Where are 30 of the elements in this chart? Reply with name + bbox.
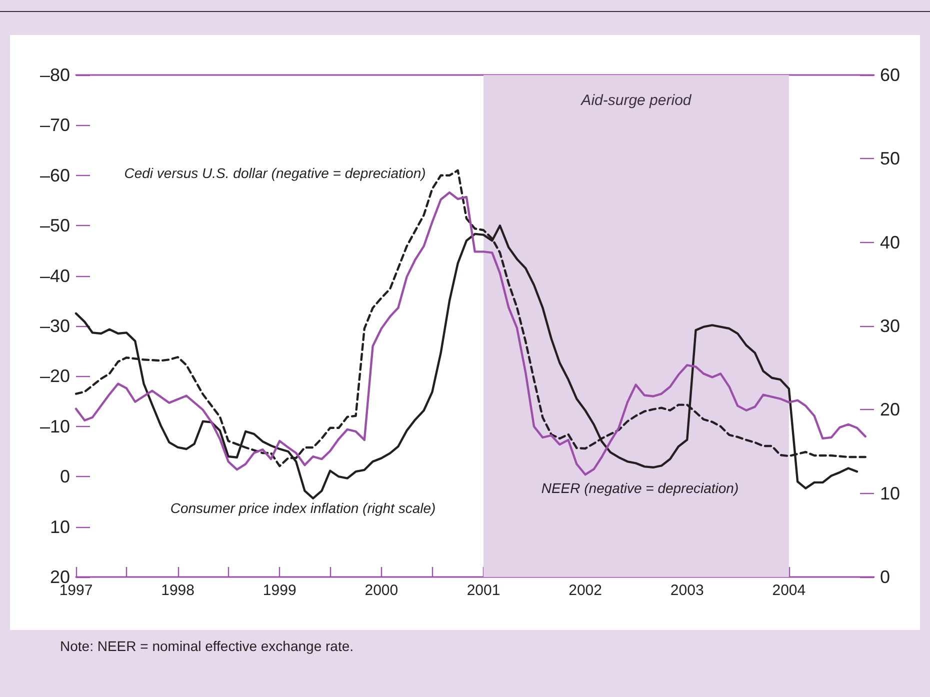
y2-tick-label: 10 [880, 483, 900, 504]
x-tick-label: 2004 [772, 582, 806, 599]
annotation: Consumer price index inflation (right scale) [170, 500, 436, 516]
y2-tick-label: 60 [880, 65, 900, 85]
x-tick-label: 1998 [161, 582, 194, 599]
y2-tick-label: 20 [880, 400, 900, 420]
x-tick-label: 1999 [262, 582, 296, 599]
y2-tick-label: 0 [880, 567, 890, 587]
y-tick-label: –30 [40, 316, 70, 336]
band-label: Aid-surge period [580, 92, 692, 109]
x-tick-label: 1997 [59, 582, 93, 599]
y2-tick-label: 50 [880, 148, 900, 169]
y2-tick-label: 40 [880, 232, 900, 252]
y-tick-label: –50 [40, 216, 70, 236]
y-tick-label: –20 [40, 366, 70, 386]
y-tick-label: –10 [40, 416, 70, 436]
y-tick-label: –70 [40, 115, 70, 136]
y-tick-label: –80 [40, 65, 70, 85]
y-tick-label: –40 [40, 266, 70, 286]
x-tick-label: 2003 [670, 582, 704, 599]
x-tick-label: 2000 [364, 582, 398, 599]
y-tick-label: –60 [40, 165, 70, 186]
text: Note: NEER = nominal effective exchange rate. [60, 638, 354, 654]
y2-tick-label: 30 [880, 316, 900, 336]
y-tick-label: 10 [50, 516, 70, 537]
x-tick-label: 2002 [568, 582, 602, 599]
x-tick-label: 2001 [466, 582, 500, 599]
annotation: Cedi versus U.S. dollar (negative = depreciation) [124, 165, 426, 181]
annotation: NEER (negative = depreciation) [541, 480, 739, 496]
y-tick-label: 0 [60, 466, 70, 487]
